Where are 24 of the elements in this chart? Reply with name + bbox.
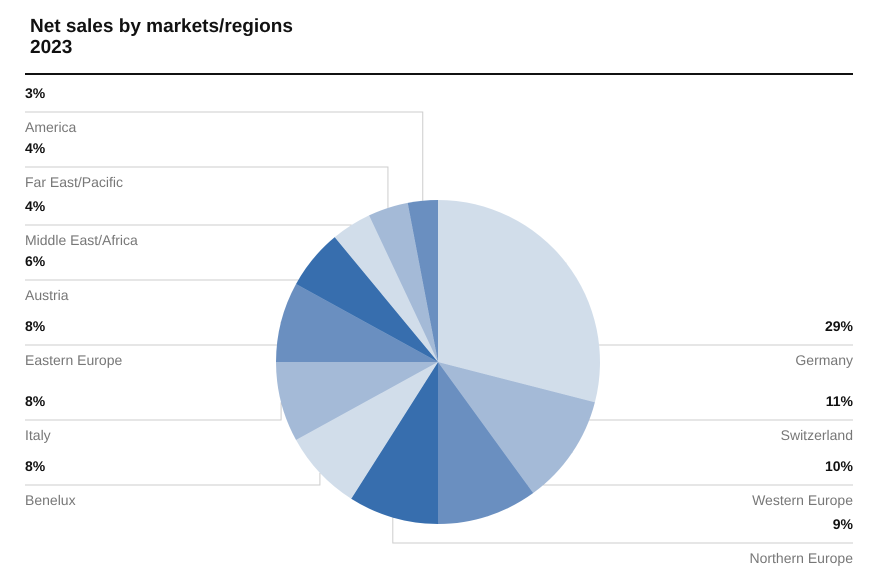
data-label: 4% xyxy=(25,198,46,214)
data-label: 9% xyxy=(832,516,854,532)
data-label: 8% xyxy=(25,458,46,474)
data-label: 8% xyxy=(25,318,46,334)
slice-label: Far East/Pacific xyxy=(25,174,124,190)
slice-label: Northern Europe xyxy=(749,550,854,566)
data-label: 3% xyxy=(25,85,46,101)
data-label: 4% xyxy=(25,140,46,156)
data-label: 11% xyxy=(826,393,854,409)
slice-label: Eastern Europe xyxy=(25,352,122,368)
slice-label: Middle East/Africa xyxy=(25,232,138,248)
data-label: 29% xyxy=(824,318,854,334)
data-label: 8% xyxy=(25,393,46,409)
slice-label: Austria xyxy=(25,287,69,303)
slice-label: Germany xyxy=(795,352,853,368)
chart-title: Net sales by markets/regions xyxy=(30,16,293,37)
slice-label: America xyxy=(25,119,77,135)
slice-label: Western Europe xyxy=(752,492,854,508)
data-label: 10% xyxy=(824,458,854,474)
data-label: 6% xyxy=(25,253,46,269)
slice-label: Benelux xyxy=(25,492,76,508)
chart-subtitle: 2023 xyxy=(30,37,72,58)
slice-label: Switzerland xyxy=(780,427,853,443)
slice-label: Italy xyxy=(25,427,51,443)
